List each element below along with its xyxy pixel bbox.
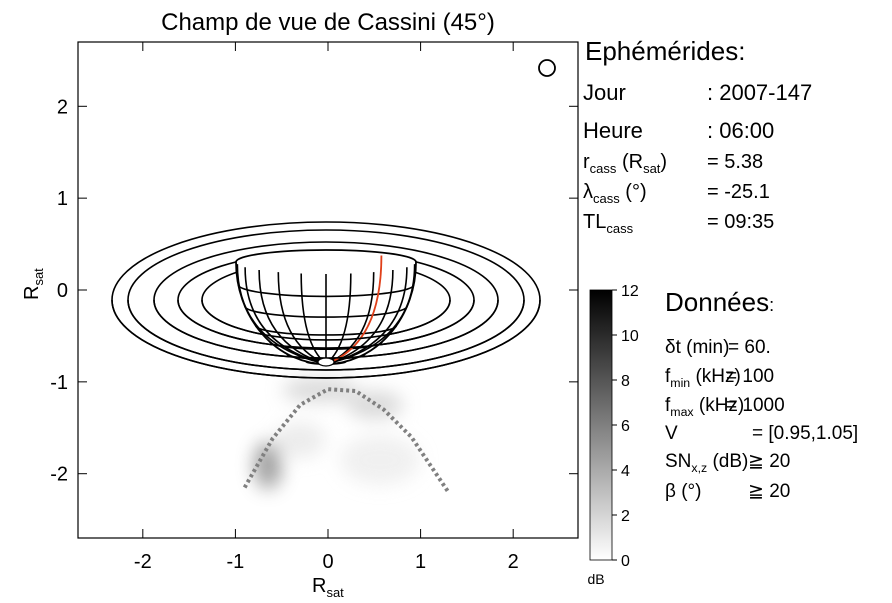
colorbar-tick-label: 0 — [621, 553, 630, 570]
saturn — [111, 221, 541, 379]
label-text: r — [583, 151, 590, 173]
panel-title: Données: — [665, 287, 774, 317]
row-label: fmax (kHz) — [665, 395, 744, 419]
x-tick-label: 2 — [508, 551, 519, 573]
label-text: λ — [583, 181, 593, 203]
panel-title: Ephémérides: — [585, 36, 745, 66]
row-label: Jour — [583, 80, 626, 105]
colorbar-tick-label: 12 — [621, 283, 639, 300]
x-tick-label: 0 — [322, 551, 333, 573]
colorbar-tick-label: 8 — [621, 373, 630, 390]
label-text: (kHz) — [690, 366, 741, 387]
ring-front — [127, 299, 525, 371]
x-tick-label: 1 — [415, 551, 426, 573]
row-value: ≧ 20 — [748, 451, 790, 472]
x-tick-label: -1 — [227, 551, 245, 573]
panel-title-text: Données — [665, 287, 769, 317]
row-value: = 5.38 — [707, 151, 763, 173]
x-tick-label: -2 — [134, 551, 152, 573]
row-label: Heure — [583, 118, 643, 143]
axis-label-sub: sat — [326, 585, 344, 600]
meridian — [258, 270, 327, 365]
label-text: (dB) — [707, 451, 748, 472]
ring-front — [201, 299, 451, 341]
axis-label-sub: sat — [31, 268, 46, 286]
label-sub: sat — [643, 161, 661, 176]
meridian — [277, 272, 327, 365]
colorbar-label: dB — [587, 571, 604, 587]
row-value: = 1000 — [726, 395, 785, 416]
label-sub: x,z — [691, 461, 707, 475]
sun-symbol — [538, 59, 556, 77]
colorbar-tick-label: 6 — [621, 418, 630, 435]
row-label: fmin (kHz) — [665, 366, 741, 390]
axis-label: Rsat — [312, 575, 344, 600]
meridian — [325, 270, 394, 365]
label-text: δt (min) — [665, 337, 729, 358]
y-tick-label: -2 — [50, 464, 68, 486]
row-value: : 2007-147 — [707, 80, 812, 105]
label-text: Heure — [583, 118, 643, 143]
y-tick-label: 2 — [57, 96, 68, 118]
label-sub: cass — [593, 191, 620, 206]
row-value: = 60. — [728, 337, 771, 358]
colorbar-tick-label: 10 — [621, 328, 639, 345]
row-value: = [0.95,1.05] — [752, 423, 858, 444]
label-text: (kHz) — [694, 395, 745, 416]
label-text: ) — [660, 151, 667, 173]
y-tick-label: 0 — [57, 280, 68, 302]
ring-front — [111, 299, 541, 379]
row-label: β (°) — [665, 481, 701, 502]
row-label: TLcass — [583, 211, 634, 236]
axis-label-main: R — [312, 575, 326, 597]
pole — [317, 357, 335, 367]
row-value: : 06:00 — [707, 118, 774, 143]
label-text: f — [665, 366, 671, 387]
label-text: (R — [616, 151, 643, 173]
label-text: Jour — [583, 80, 626, 105]
y-tick-label: 1 — [57, 188, 68, 210]
label-sub: min — [670, 376, 690, 390]
row-label: V — [665, 423, 678, 444]
label-text: V — [665, 423, 678, 444]
row-value: = -25.1 — [707, 181, 770, 203]
y-tick-label: -1 — [50, 372, 68, 394]
row-label: δt (min) — [665, 337, 729, 358]
chart-title: Champ de vue de Cassini (45°) — [161, 9, 495, 36]
line-series — [242, 387, 451, 494]
label-text: β (°) — [665, 481, 701, 502]
label-text: TL — [583, 211, 606, 233]
panel-title-colon: : — [769, 295, 774, 315]
row-value: ≧ 20 — [748, 481, 790, 502]
label-text: (°) — [620, 181, 647, 203]
row-label: SNx,z (dB) — [665, 451, 748, 475]
ring-front — [177, 299, 475, 349]
row-value: = 09:35 — [707, 211, 774, 233]
axis-label-main: R — [21, 286, 43, 300]
row-label: λcass (°) — [583, 181, 647, 206]
colorbar — [589, 289, 613, 561]
colorbar-tick-label: 2 — [621, 508, 630, 525]
label-text: f — [665, 395, 671, 416]
meridian — [325, 264, 416, 365]
label-sub: cass — [606, 221, 633, 236]
row-label: rcass (Rsat) — [583, 151, 667, 176]
colorbar-tick-label: 4 — [621, 463, 630, 480]
emission — [254, 378, 420, 489]
row-value: = 100 — [726, 366, 774, 387]
label-sub: max — [670, 405, 694, 419]
meridian — [244, 267, 327, 365]
label-sub: cass — [590, 161, 617, 176]
label-text: SN — [665, 451, 691, 472]
axis-label: Rsat — [21, 268, 46, 300]
